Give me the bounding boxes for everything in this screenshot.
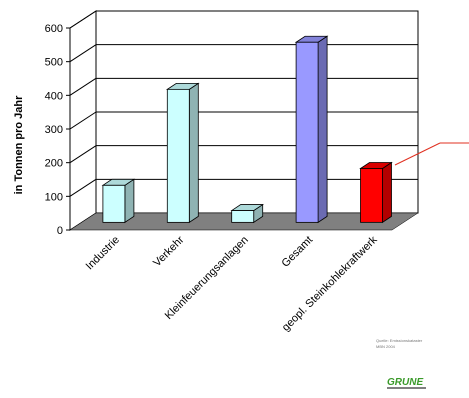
y-tick-label: 400 bbox=[45, 90, 63, 102]
bar-side bbox=[317, 35, 328, 224]
y-tick-label: 500 bbox=[45, 57, 63, 69]
bar-5 bbox=[359, 161, 393, 224]
y-axis-ticks: 0 100 200 300 400 500 600 bbox=[45, 23, 70, 237]
bar-front bbox=[295, 41, 319, 223]
bar-1 bbox=[101, 178, 136, 224]
y-axis-title: in Tonnen pro Jahr bbox=[13, 95, 25, 195]
source-note-line-2: MBN 2004 bbox=[376, 344, 396, 349]
bar-4 bbox=[294, 35, 329, 224]
gridline-side bbox=[69, 10, 97, 29]
gridline-side bbox=[69, 111, 97, 130]
gridline-side bbox=[69, 77, 97, 96]
y-tick-label: 200 bbox=[45, 158, 63, 170]
bar-side bbox=[188, 82, 199, 224]
bar-front bbox=[360, 168, 383, 223]
gridline-side bbox=[69, 44, 97, 63]
bar-front bbox=[166, 88, 190, 223]
y-tick-label: 100 bbox=[45, 191, 63, 203]
source-note-line-1: Quelle: Emissionskataster bbox=[376, 338, 423, 343]
y-tick-label: 600 bbox=[45, 23, 63, 35]
gridline-side bbox=[69, 145, 97, 164]
bar-front bbox=[102, 184, 126, 223]
gridline-side bbox=[69, 178, 97, 197]
bar-side bbox=[382, 161, 392, 224]
logo-text: GRUNE bbox=[387, 377, 423, 388]
logo: GRUNE bbox=[387, 377, 426, 389]
y-tick-label: 0 bbox=[57, 225, 63, 237]
annotation-line bbox=[394, 142, 441, 166]
bar-front bbox=[231, 210, 255, 223]
bar-3 bbox=[230, 203, 265, 224]
x-tick-label: Industrie bbox=[84, 234, 122, 272]
x-tick-label: Verkehr bbox=[151, 234, 187, 270]
bar-2 bbox=[165, 82, 200, 224]
bar-series bbox=[101, 35, 393, 224]
bar-side bbox=[124, 178, 135, 224]
y-tick-label: 300 bbox=[45, 124, 63, 136]
x-tick-label: Gesamt bbox=[280, 234, 316, 270]
